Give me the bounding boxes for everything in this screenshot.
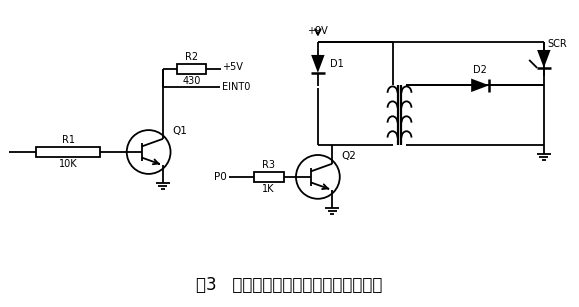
Text: 1K: 1K	[262, 184, 275, 194]
Text: Q2: Q2	[342, 151, 357, 161]
Bar	[177, 64, 206, 74]
Text: 430: 430	[182, 76, 201, 86]
Text: 图3   过零点检测、可控硅触发控制电路: 图3 过零点检测、可控硅触发控制电路	[196, 276, 382, 294]
Polygon shape	[311, 55, 325, 73]
Text: R1: R1	[61, 135, 75, 145]
Text: R2: R2	[185, 52, 198, 62]
Polygon shape	[537, 50, 551, 68]
Text: 10K: 10K	[58, 159, 78, 169]
Text: R3: R3	[262, 160, 275, 170]
Text: EINT0: EINT0	[222, 82, 251, 92]
Text: SCR: SCR	[548, 38, 567, 49]
Text: D1: D1	[330, 59, 343, 69]
Bar	[254, 172, 284, 182]
Text: +9V: +9V	[307, 25, 328, 36]
Bar	[36, 147, 100, 157]
Text: P0: P0	[214, 172, 226, 182]
Polygon shape	[471, 79, 489, 92]
Text: +5V: +5V	[222, 62, 243, 72]
Text: Q1: Q1	[173, 126, 188, 136]
Text: D2: D2	[473, 64, 487, 75]
